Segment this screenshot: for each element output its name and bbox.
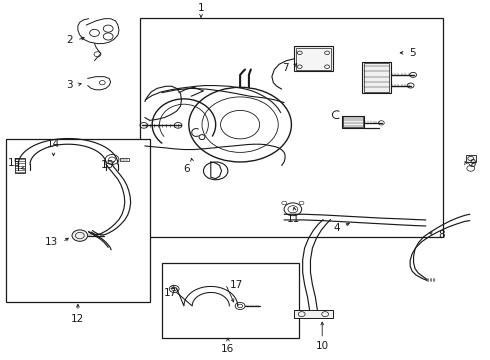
Bar [5,139,150,302]
Bar [294,46,333,71]
Circle shape [72,230,88,241]
Text: 3: 3 [66,80,73,90]
Bar [162,263,299,338]
Text: 15: 15 [100,160,114,170]
Bar [362,62,391,93]
Text: 17: 17 [229,280,243,290]
Bar [294,310,333,318]
Text: 8: 8 [438,230,444,240]
Text: 15: 15 [8,158,21,168]
Text: 1: 1 [197,3,204,13]
Bar [342,116,364,128]
Text: 10: 10 [316,341,329,351]
Bar [296,48,331,69]
Text: 17: 17 [164,288,177,298]
Bar [343,117,363,127]
Text: 7: 7 [282,63,289,73]
Text: 9: 9 [470,159,476,170]
Bar [140,18,443,237]
Bar [364,63,389,91]
Bar [120,158,129,161]
Text: 16: 16 [221,345,235,354]
Bar [15,158,25,174]
Text: 12: 12 [71,314,84,324]
Bar [466,155,476,162]
Text: 14: 14 [47,139,60,149]
Text: 6: 6 [183,165,190,175]
Text: 2: 2 [66,35,73,45]
Text: 5: 5 [409,48,416,58]
Text: 11: 11 [287,214,300,224]
Text: 13: 13 [45,237,58,247]
Text: 4: 4 [333,224,340,234]
